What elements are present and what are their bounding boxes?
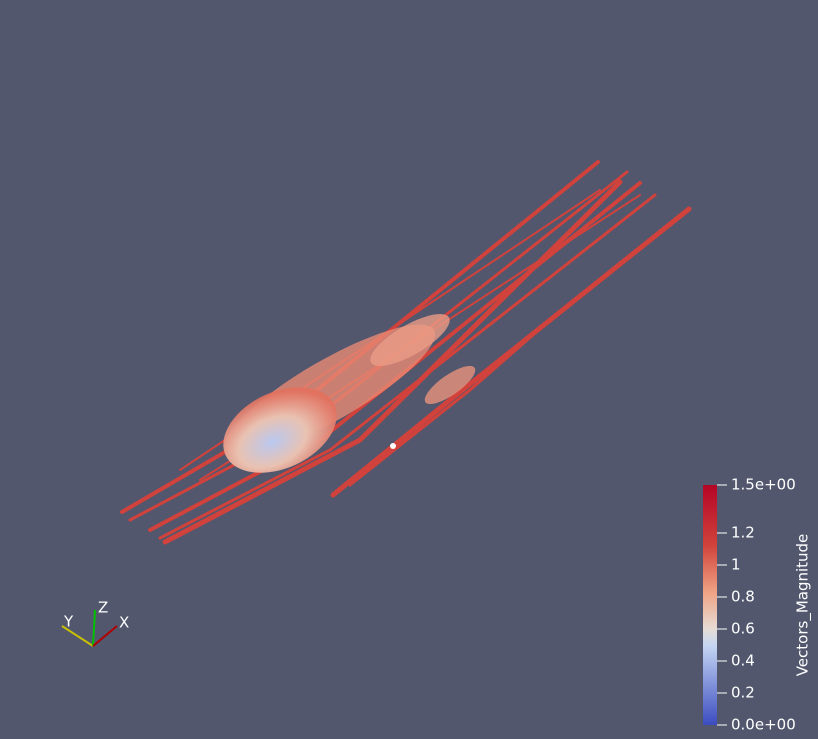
turbulent-region: [223, 314, 476, 473]
colorbar: [703, 485, 717, 725]
colorbar-title: Vectors_Magnitude: [794, 534, 813, 677]
axis-x-label: X: [119, 614, 129, 632]
colorbar-tick-label: 0.8: [731, 588, 755, 606]
colorbar-tick-label: 0.6: [731, 620, 755, 638]
colorbar-tick-label: 0.2: [731, 684, 755, 702]
axis-y-label: Y: [63, 613, 74, 631]
axis-z-label: Z: [98, 599, 108, 617]
colorbar-tick-label: 0.0e+00: [731, 716, 796, 734]
colorbar-tick-label: 1: [731, 556, 741, 574]
colorbar-tick-label: 0.4: [731, 652, 755, 670]
colorbar-tick-label: 1.5e+00: [731, 476, 796, 494]
orientation-axes: Y Z X: [61, 599, 129, 647]
colorbar-tick-label: 1.2: [731, 524, 755, 542]
